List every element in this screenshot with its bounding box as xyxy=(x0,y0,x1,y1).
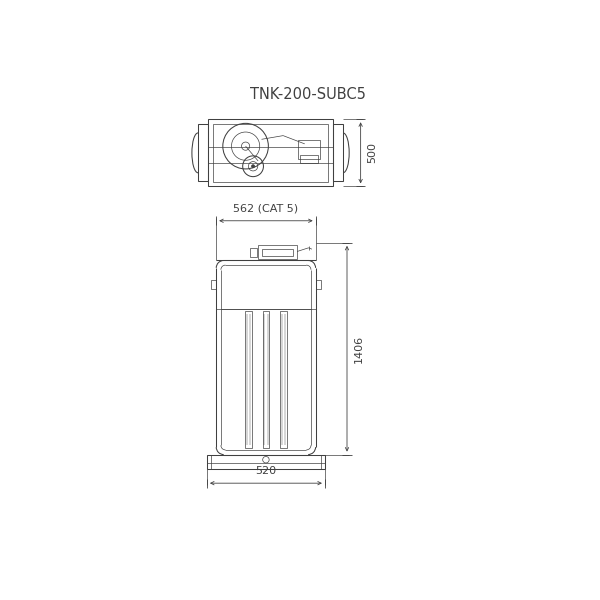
Text: 500: 500 xyxy=(367,142,377,163)
Bar xyxy=(250,248,257,257)
Bar xyxy=(316,280,321,289)
Bar xyxy=(245,311,251,448)
Bar xyxy=(211,280,216,289)
Text: 1406: 1406 xyxy=(353,335,364,363)
Bar xyxy=(300,155,318,163)
Bar xyxy=(333,124,343,181)
Bar xyxy=(298,140,320,159)
Bar xyxy=(208,119,333,187)
Bar xyxy=(280,311,287,448)
Bar xyxy=(262,249,293,256)
Bar xyxy=(207,455,325,469)
Bar xyxy=(198,124,208,181)
Text: 520: 520 xyxy=(256,466,277,476)
Text: TNK-200-SUBC5: TNK-200-SUBC5 xyxy=(250,87,365,102)
Text: 562 (CAT 5): 562 (CAT 5) xyxy=(233,204,298,214)
Bar xyxy=(213,124,328,182)
Bar xyxy=(263,311,269,448)
Circle shape xyxy=(251,164,254,168)
Bar xyxy=(258,245,297,259)
